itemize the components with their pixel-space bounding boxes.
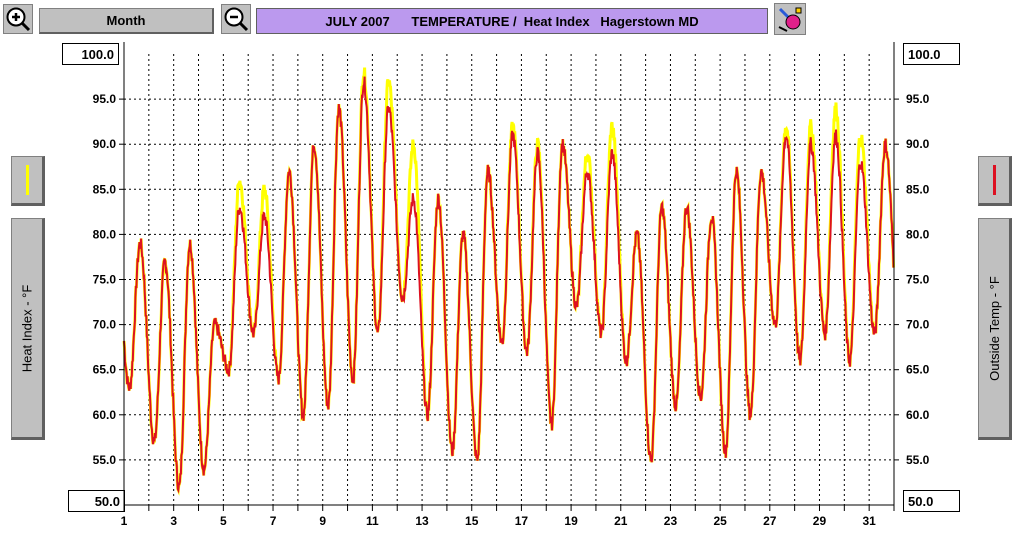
outside-temp-line (123, 76, 895, 494)
range-label: Month (106, 13, 146, 28)
left-axis-min-value: 50.0 (94, 493, 120, 509)
heat-index-color-button[interactable] (11, 156, 45, 206)
left-axis-max-value: 100.0 (81, 46, 114, 62)
x-tick-label: 9 (319, 514, 326, 528)
heat-index-axis-button[interactable]: Heat Index - °F (11, 218, 45, 440)
outside-temp-swatch (992, 165, 996, 195)
heat-index-swatch (25, 165, 29, 195)
right-axis-min-value: 50.0 (908, 493, 934, 509)
left-axis-max[interactable]: 100.0 (62, 43, 119, 65)
x-tick-label: 21 (614, 514, 628, 528)
right-axis-max-value: 100.0 (908, 46, 941, 62)
y-tick-label-right: 70.0 (906, 318, 930, 332)
edit-colors-button[interactable] (774, 3, 806, 35)
y-tick-label-right: 90.0 (906, 137, 930, 151)
x-tick-label: 5 (220, 514, 227, 528)
y-tick-label-right: 75.0 (906, 273, 930, 287)
y-tick-label-left: 55.0 (93, 453, 117, 467)
plot-frame (123, 42, 895, 506)
x-tick-label: 31 (862, 514, 876, 528)
y-tick-label-right: 55.0 (906, 453, 930, 467)
y-tick-label-left: 85.0 (93, 182, 117, 196)
y-tick-label-left: 80.0 (93, 227, 117, 241)
x-tick-label: 29 (813, 514, 827, 528)
chart-title-text: JULY 2007 TEMPERATURE / Heat Index Hager… (325, 13, 699, 29)
y-tick-label-left: 75.0 (93, 273, 117, 287)
y-tick-label-right: 60.0 (906, 408, 930, 422)
y-tick-label-right: 85.0 (906, 182, 930, 196)
x-tick-label: 1 (121, 514, 128, 528)
x-tick-label: 19 (564, 514, 578, 528)
x-tick-label: 13 (415, 514, 429, 528)
x-axis-ticks: 1 3 5 7 9 11 13 15 17 19 21 23 25 27 29 31 (121, 505, 895, 528)
x-tick-label: 27 (763, 514, 777, 528)
y-tick-label-left: 95.0 (93, 92, 117, 106)
x-tick-label: 23 (664, 514, 678, 528)
right-axis-min[interactable]: 50.0 (903, 490, 960, 512)
range-select-button[interactable]: Month (39, 8, 214, 34)
paint-edit-icon (778, 7, 802, 32)
chart-title: JULY 2007 TEMPERATURE / Heat Index Hager… (256, 8, 768, 34)
x-tick-label: 3 (170, 514, 177, 528)
zoom-in-button[interactable] (3, 4, 33, 34)
zoom-in-icon (6, 7, 31, 32)
right-axis-max[interactable]: 100.0 (903, 43, 960, 65)
y-tick-label-right: 95.0 (906, 92, 930, 106)
zoom-out-button[interactable] (221, 4, 251, 34)
outside-temp-axis-button[interactable]: Outside Temp - °F (978, 218, 1012, 440)
x-tick-label: 25 (713, 514, 727, 528)
x-tick-label: 15 (465, 514, 479, 528)
y-tick-label-left: 65.0 (93, 363, 117, 377)
y-tick-label-left: 90.0 (93, 137, 117, 151)
x-tick-label: 11 (366, 514, 379, 528)
y-tick-label-right: 65.0 (906, 363, 930, 377)
zoom-out-icon (224, 7, 249, 32)
x-tick-label: 17 (515, 514, 529, 528)
y-tick-label-left: 60.0 (93, 408, 117, 422)
chart-series (122, 67, 895, 496)
y-axis-ticks: 95.0 95.0 90.0 90.0 85.0 85.0 80.0 80.0 75.0 75.0… (93, 92, 930, 467)
outside-temp-color-button[interactable] (978, 156, 1012, 206)
x-tick-label: 7 (270, 514, 277, 528)
y-tick-label-left: 70.0 (93, 318, 117, 332)
left-axis-min[interactable]: 50.0 (68, 490, 125, 512)
y-tick-label-right: 80.0 (906, 227, 930, 241)
